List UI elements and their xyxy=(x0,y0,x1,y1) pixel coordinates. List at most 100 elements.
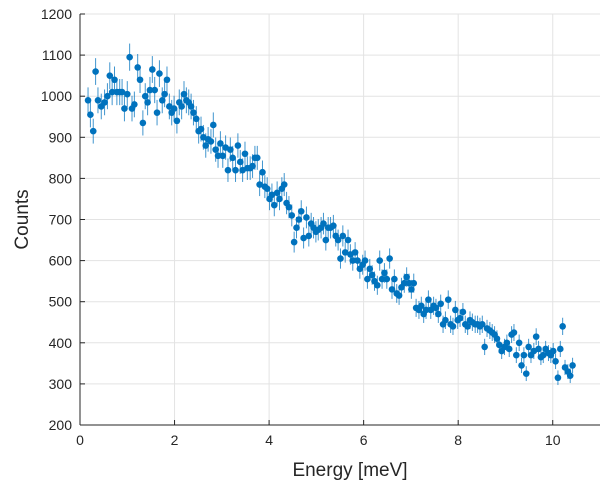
data-point xyxy=(214,143,222,168)
marker xyxy=(94,97,102,104)
marker xyxy=(322,236,330,244)
data-point xyxy=(158,87,166,114)
marker xyxy=(210,121,217,129)
data-point xyxy=(505,340,513,358)
y-tick-label: 400 xyxy=(49,335,73,351)
data-point xyxy=(276,187,283,211)
marker xyxy=(334,236,342,244)
y-ticks: 200 300 400 500 600 700 800 900 1000 1100 1200 xyxy=(41,6,85,433)
data-point xyxy=(388,279,396,299)
data-point xyxy=(522,366,530,382)
y-tick-label: 600 xyxy=(49,253,73,269)
data-point xyxy=(437,294,444,313)
marker xyxy=(442,316,449,324)
data-point xyxy=(106,62,114,89)
marker xyxy=(400,279,408,287)
marker xyxy=(518,362,525,369)
marker xyxy=(263,185,271,192)
y-tick-label: 800 xyxy=(49,170,73,186)
marker xyxy=(376,257,384,264)
data-point xyxy=(535,340,542,358)
marker xyxy=(89,127,97,135)
marker xyxy=(354,257,361,264)
marker xyxy=(481,343,488,351)
data-point xyxy=(556,340,564,358)
data-point xyxy=(320,212,327,235)
data-point xyxy=(549,343,557,360)
marker xyxy=(290,238,298,246)
data-point xyxy=(234,133,242,158)
data-point xyxy=(101,89,108,116)
marker xyxy=(227,146,234,153)
marker xyxy=(539,351,547,359)
data-point xyxy=(241,141,249,166)
data-point xyxy=(513,347,520,364)
data-point xyxy=(410,273,418,293)
marker xyxy=(161,90,168,98)
marker xyxy=(513,351,520,359)
data-point xyxy=(478,315,486,333)
marker xyxy=(452,306,459,314)
data-point xyxy=(259,160,266,184)
marker xyxy=(341,249,349,256)
x-ticks: 0 2 4 6 8 10 xyxy=(76,420,561,448)
marker xyxy=(330,222,337,229)
x-tick-label: 10 xyxy=(545,432,561,448)
data-point xyxy=(173,108,181,134)
marker xyxy=(559,323,566,330)
data-point xyxy=(520,347,528,364)
data-point xyxy=(144,89,151,116)
marker xyxy=(405,279,413,287)
marker xyxy=(190,109,197,116)
data-point xyxy=(391,269,398,289)
marker xyxy=(432,304,440,312)
marker xyxy=(207,138,215,145)
data-point xyxy=(532,328,540,346)
data-points xyxy=(84,43,576,386)
marker xyxy=(386,255,393,262)
data-point xyxy=(126,43,133,71)
marker xyxy=(381,269,388,277)
data-point xyxy=(104,83,111,110)
data-point xyxy=(207,129,215,154)
data-point xyxy=(87,101,94,128)
marker xyxy=(556,345,564,353)
data-point xyxy=(459,303,467,321)
data-point xyxy=(253,145,261,170)
data-point xyxy=(192,106,200,132)
data-point xyxy=(422,300,430,319)
data-point xyxy=(288,204,296,227)
data-point xyxy=(339,225,347,247)
marker xyxy=(131,101,138,108)
marker xyxy=(388,286,396,293)
data-point xyxy=(552,353,559,370)
marker xyxy=(134,64,141,71)
marker xyxy=(295,216,303,223)
y-tick-label: 700 xyxy=(49,212,73,228)
data-point xyxy=(425,290,432,309)
marker xyxy=(180,90,188,98)
marker xyxy=(391,275,398,283)
data-point xyxy=(139,110,147,136)
data-point xyxy=(224,158,232,182)
marker xyxy=(378,275,386,283)
marker xyxy=(305,232,313,240)
data-point xyxy=(232,158,239,182)
marker xyxy=(126,53,133,61)
data-point xyxy=(190,99,197,126)
data-point xyxy=(108,79,116,106)
data-point xyxy=(300,227,307,249)
marker xyxy=(224,166,232,174)
marker xyxy=(522,370,530,377)
marker xyxy=(339,232,347,240)
marker xyxy=(280,181,288,188)
data-point xyxy=(270,193,278,217)
data-point xyxy=(141,83,149,110)
marker xyxy=(510,329,518,336)
grid xyxy=(79,13,600,426)
marker xyxy=(422,306,430,314)
marker xyxy=(449,323,457,330)
marker xyxy=(212,146,219,153)
y-tick-label: 1100 xyxy=(42,47,72,63)
data-point xyxy=(364,269,371,289)
